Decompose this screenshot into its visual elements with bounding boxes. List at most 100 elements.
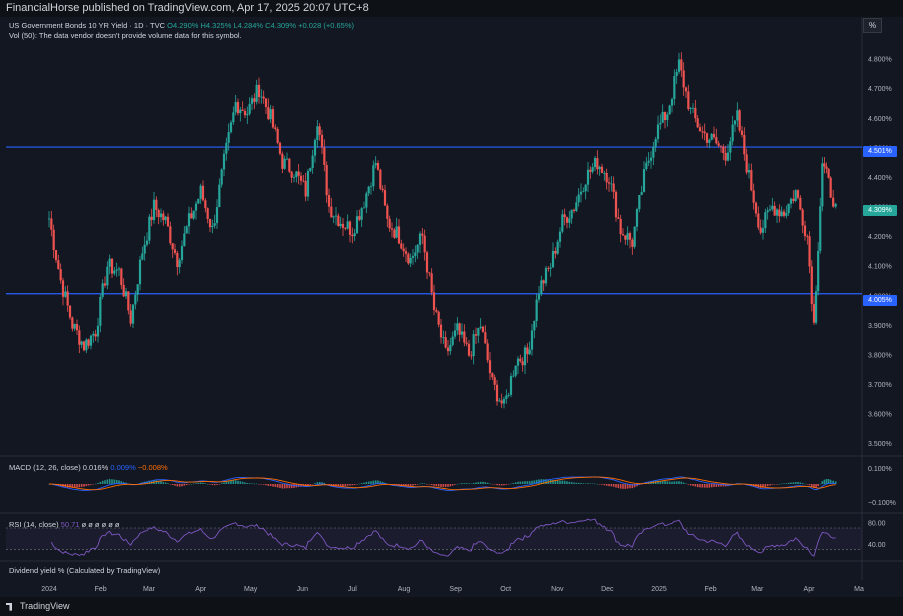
macd-histogram-bar <box>414 484 417 486</box>
candle-body <box>516 358 520 366</box>
macd-histogram-bar <box>668 481 671 484</box>
candle-body <box>708 139 711 143</box>
candle-body <box>113 270 116 274</box>
y-tick-label: 4.800% <box>868 57 892 64</box>
candle-body <box>519 358 522 362</box>
macd-histogram-bar <box>358 483 361 485</box>
macd-histogram-bar <box>699 484 701 488</box>
candle-body <box>458 323 461 335</box>
candle-body <box>316 126 319 141</box>
macd-histogram-bar <box>526 481 529 484</box>
macd-histogram-bar <box>379 481 382 484</box>
candle-body <box>255 84 258 102</box>
candle-body <box>537 294 541 300</box>
macd-histogram-bar <box>636 484 638 487</box>
low-value: L4.284% <box>233 21 264 30</box>
candle-body <box>213 223 216 226</box>
macd-histogram-bar <box>657 480 659 484</box>
macd-histogram-bar <box>582 483 585 484</box>
macd-histogram-bar <box>823 479 826 484</box>
candle-body <box>663 111 667 121</box>
macd-histogram-bar <box>521 481 524 484</box>
candle-body <box>612 183 615 193</box>
macd-legend: MACD (12, 26, close) 0.016% 0.009% −0.00… <box>9 463 168 472</box>
candle-body <box>701 131 704 133</box>
macd-histogram-bar <box>825 479 828 484</box>
candle-body <box>232 112 235 123</box>
candle-body <box>96 325 100 337</box>
macd-histogram-bar <box>267 484 270 486</box>
macd-histogram-bar <box>76 484 78 488</box>
percent-scale-button[interactable]: % <box>863 18 882 33</box>
y-tick-label: 3.600% <box>868 412 892 419</box>
candle-body <box>610 183 613 185</box>
macd-histogram-bar <box>713 484 715 487</box>
macd-histogram-bar <box>178 484 181 487</box>
macd-histogram-bar <box>654 481 657 484</box>
candle-body <box>502 398 506 404</box>
candle-body <box>122 284 125 297</box>
candle-body <box>47 218 51 220</box>
candle-body <box>278 142 282 154</box>
macd-histogram-bar <box>633 484 636 488</box>
candle-body <box>423 235 426 253</box>
candle-body <box>778 209 781 217</box>
candle-body <box>227 132 230 143</box>
macd-histogram-bar <box>766 484 769 487</box>
candle-body <box>225 142 228 154</box>
candle-body <box>812 304 816 323</box>
candle-body <box>309 168 312 172</box>
candle-body <box>819 206 822 251</box>
candle-body <box>183 233 186 246</box>
candle-body <box>208 218 212 228</box>
candle-body <box>390 228 394 230</box>
macd-histogram-bar <box>108 479 111 484</box>
candle-body <box>785 212 788 216</box>
macd-histogram-bar <box>584 483 587 485</box>
macd-histogram-bar <box>162 482 165 484</box>
candle-body <box>75 323 79 331</box>
candle-body <box>386 205 389 219</box>
x-tick-label: Dec <box>601 586 614 593</box>
macd-histogram-bar <box>71 484 74 488</box>
macd-histogram-bar <box>118 480 120 484</box>
candle-body <box>325 164 328 196</box>
candle-body <box>297 171 300 176</box>
macd-histogram-bar <box>286 484 288 489</box>
candle-body <box>808 236 811 267</box>
macd-histogram-bar <box>183 484 186 486</box>
macd-histogram-bar <box>566 481 568 484</box>
candle-body <box>407 253 410 264</box>
candle-body <box>823 163 826 167</box>
macd-histogram-bar <box>325 484 328 485</box>
candle-body <box>491 373 494 378</box>
macd-histogram-bar <box>799 482 802 484</box>
candle-body <box>832 197 835 207</box>
candle-body <box>411 256 415 258</box>
candle-body <box>551 250 555 268</box>
candle-body <box>428 272 431 274</box>
macd-histogram-bar <box>335 484 337 487</box>
macd-histogram-bar <box>762 484 764 488</box>
macd-histogram-bar <box>279 484 281 488</box>
macd-histogram-bar <box>678 481 680 484</box>
macd-histogram-bar <box>675 481 678 484</box>
candle-body <box>465 342 468 344</box>
candle-body <box>745 154 748 173</box>
candle-body <box>418 233 422 245</box>
macd-histogram-bar <box>421 483 424 484</box>
macd-histogram-bar <box>776 484 778 485</box>
candle-body <box>542 280 545 284</box>
macd-value-1: 0.016% <box>82 463 109 472</box>
macd-histogram-bar <box>631 484 634 489</box>
macd-histogram-bar <box>549 479 552 484</box>
macd-histogram-bar <box>810 484 813 487</box>
candle-body <box>705 133 709 143</box>
candle-body <box>313 140 317 156</box>
macd-histogram-bar <box>454 484 456 485</box>
x-tick-label: Aug <box>398 586 411 593</box>
macd-histogram-bar <box>405 484 407 487</box>
y-tick-label: 3.800% <box>868 352 892 359</box>
macd-histogram-bar <box>465 483 468 484</box>
